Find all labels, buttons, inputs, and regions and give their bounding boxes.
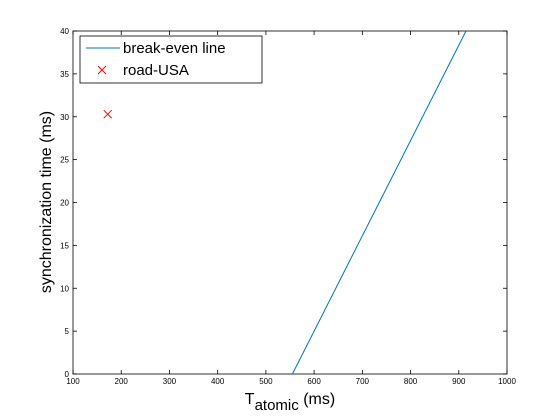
y-tick-label: 15: [60, 241, 69, 250]
y-tick-label: 20: [60, 199, 69, 208]
y-axis-ticks: 0 5 10 15 20 25 30 35 40: [60, 27, 507, 379]
series-break-even-line: [291, 30, 467, 375]
y-tick-label: 30: [60, 113, 69, 122]
y-tick-label: 25: [60, 156, 69, 165]
x-tick-label: 400: [211, 377, 225, 386]
y-tick-label: 35: [60, 70, 69, 79]
x-tick-label: 700: [356, 377, 370, 386]
x-tick-label: 200: [115, 377, 129, 386]
x-tick-label: 500: [259, 377, 273, 386]
x-tick-label: 600: [307, 377, 321, 386]
plot-area: [72, 30, 508, 375]
y-tick-label: 10: [60, 284, 69, 293]
data-point-road-usa: [103, 109, 113, 119]
y-tick-label: 0: [65, 370, 70, 379]
x-tick-label: 300: [163, 377, 177, 386]
x-axis-label-main: T: [245, 391, 255, 408]
y-tick-label: 40: [60, 27, 69, 36]
series-layer: [103, 30, 467, 375]
legend-label-break-even: break-even line: [123, 40, 226, 57]
legend: break-even line road-USA: [79, 35, 263, 84]
legend-label-road-usa: road-USA: [123, 62, 189, 79]
y-tick-label: 5: [65, 327, 70, 336]
x-tick-label: 100: [66, 377, 80, 386]
x-axis-label-sub: atomic: [255, 397, 300, 414]
y-axis-label: synchronization time (ms): [38, 111, 55, 293]
legend-marker-x-icon: [97, 65, 107, 75]
x-tick-label: 1000: [498, 377, 516, 386]
x-tick-label: 900: [452, 377, 466, 386]
x-axis-label: Tatomic (ms): [245, 391, 335, 414]
x-axis-label-unit: (ms): [299, 391, 335, 408]
legend-box: [79, 35, 263, 84]
x-tick-label: 800: [404, 377, 418, 386]
x-axis-ticks: 100 200 300 400 500 600 700 800 900 1000: [66, 31, 516, 386]
